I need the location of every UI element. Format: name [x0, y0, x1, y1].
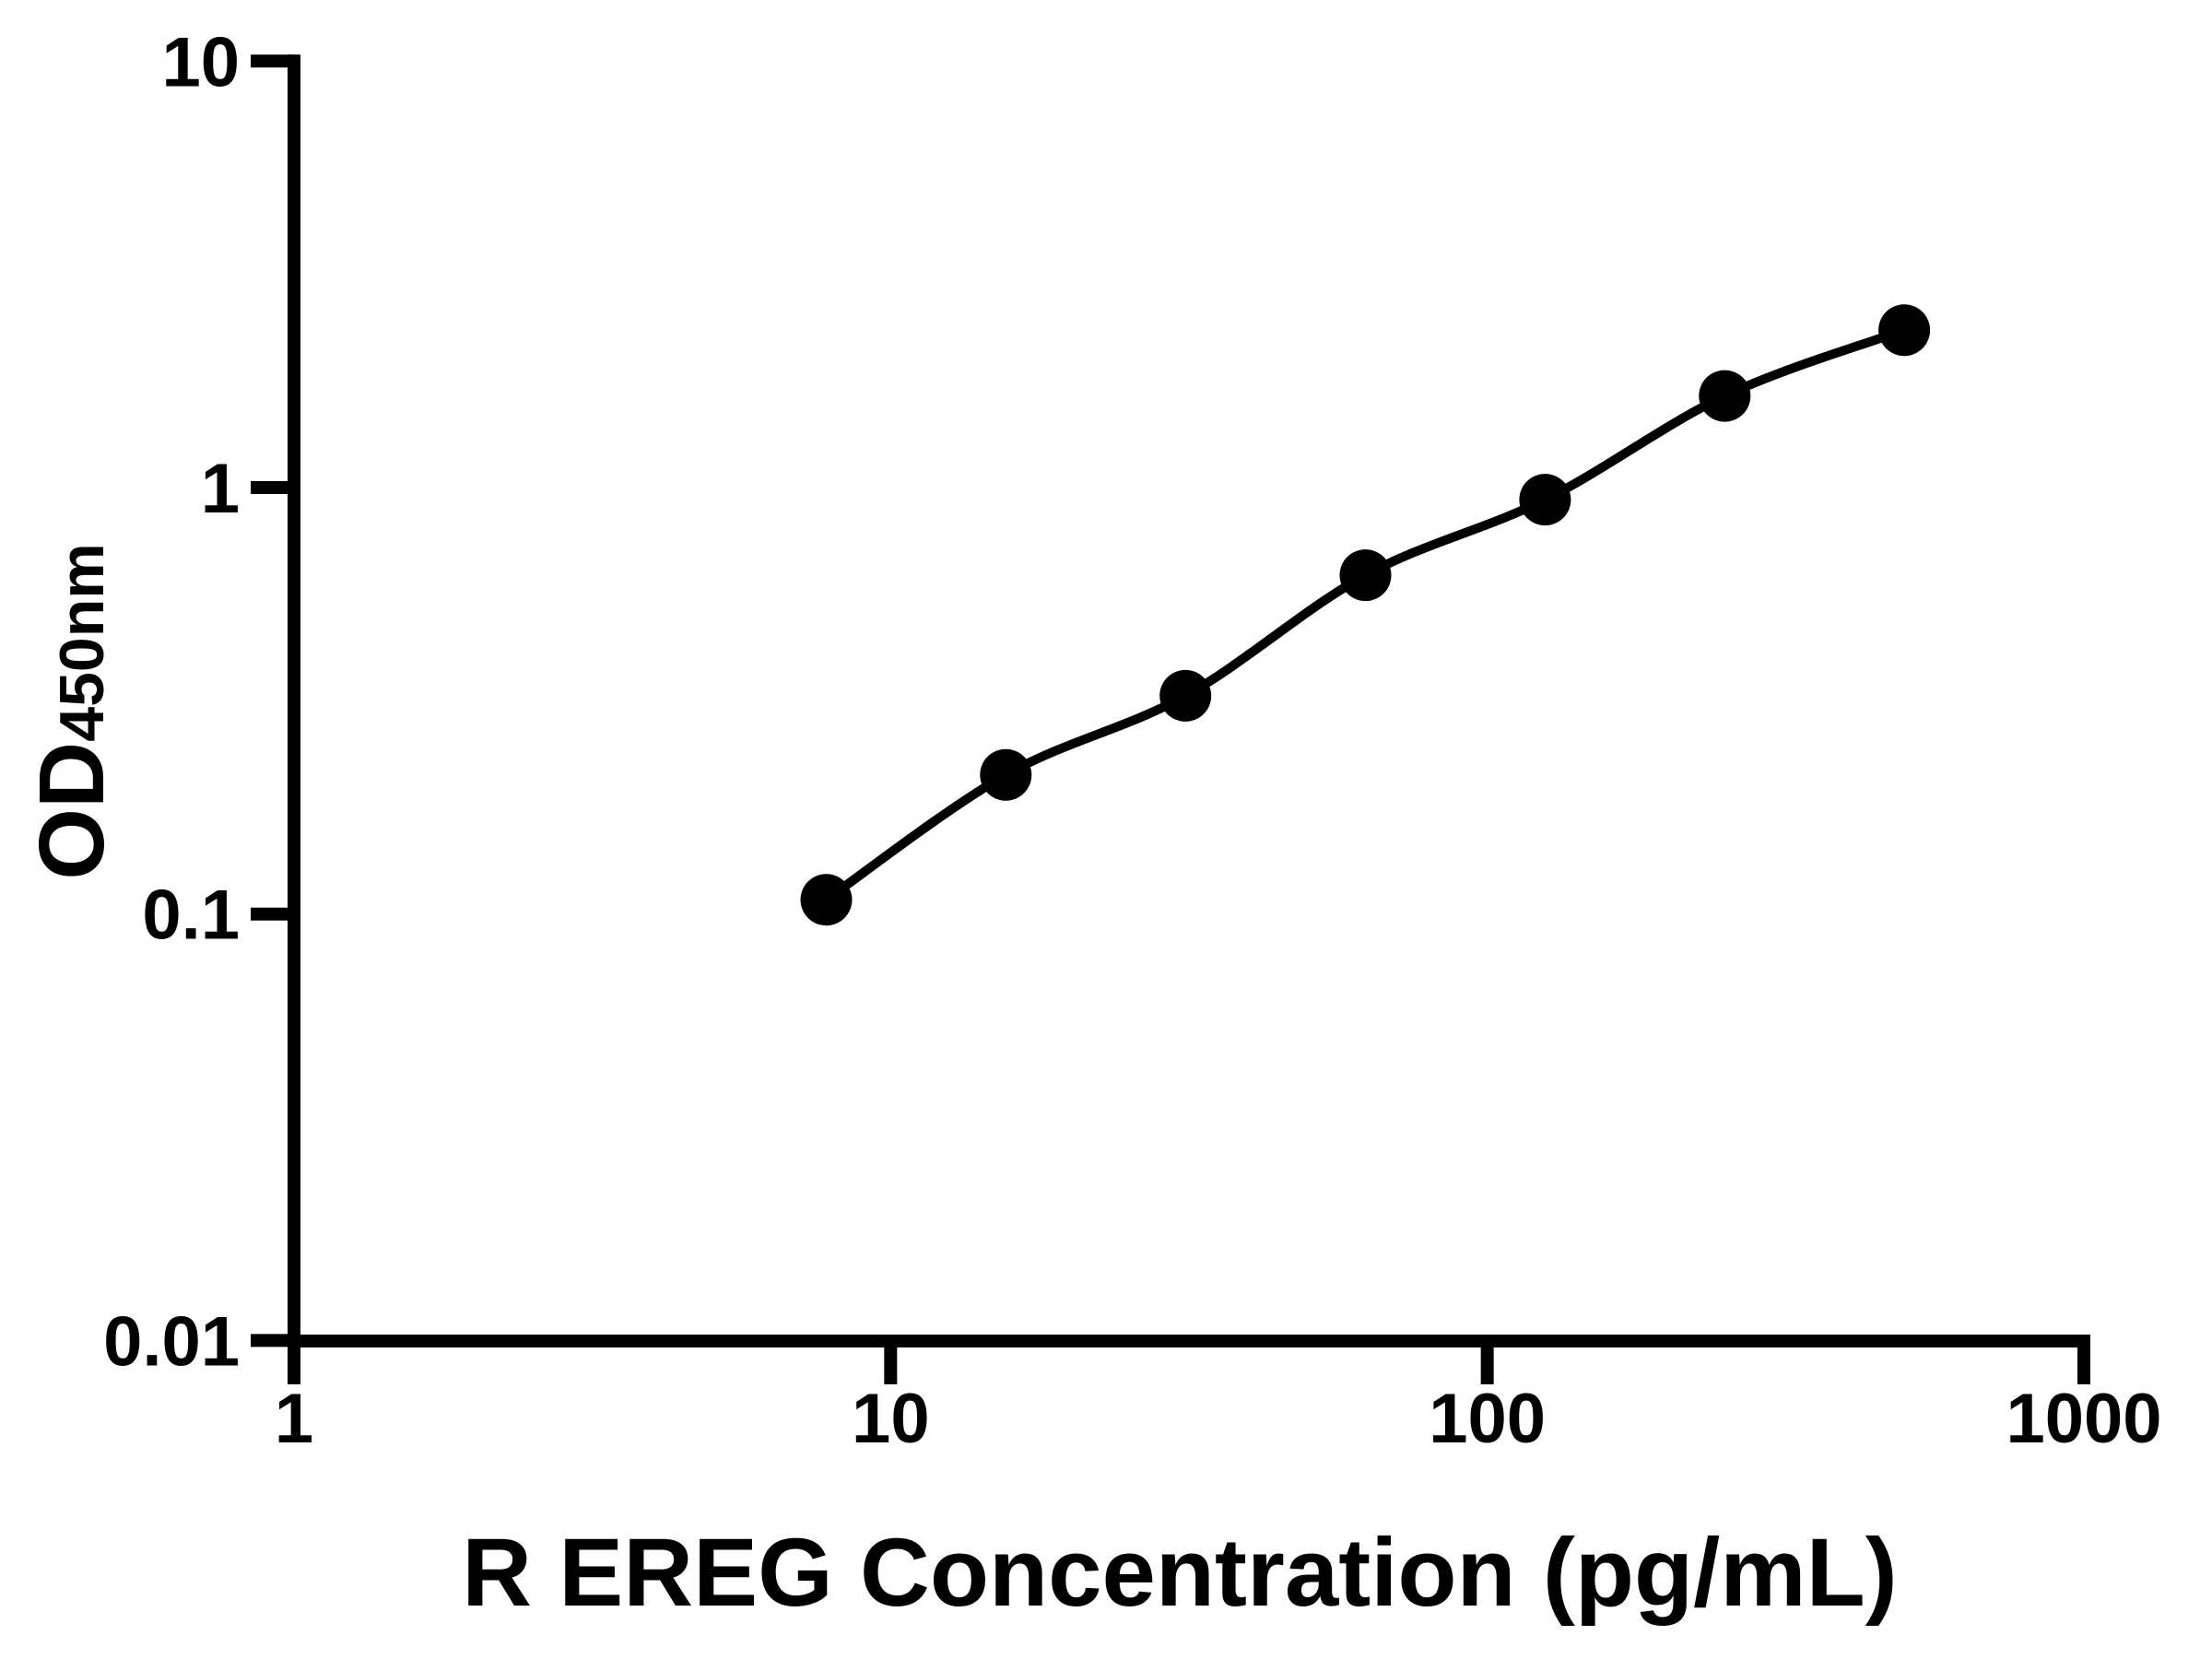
- y-axis-title-subscript: 450nm: [47, 543, 117, 741]
- data-point: [800, 874, 853, 926]
- data-point: [1159, 669, 1212, 722]
- data-point: [1878, 304, 1931, 357]
- y-axis-title: OD450nm: [20, 543, 124, 879]
- y-tick-label: 0.01: [103, 1302, 240, 1381]
- x-tick-label: 100: [1429, 1380, 1546, 1458]
- data-series: [800, 304, 1931, 926]
- fit-curve: [823, 325, 1906, 904]
- y-axis-title-main: OD: [20, 742, 124, 880]
- data-point: [1699, 370, 1751, 422]
- axes: 10 1 0.1 0.01 1 10 100 1000: [103, 23, 2161, 1458]
- x-axis-title: R EREG Concentration (pg/mL): [462, 1519, 1897, 1627]
- x-tick-label: 1000: [2006, 1380, 2161, 1458]
- data-point: [1519, 474, 1571, 526]
- data-point: [1339, 549, 1392, 602]
- y-tick-label: 0.1: [142, 877, 240, 955]
- x-tick-label: 1: [275, 1380, 313, 1458]
- data-point: [980, 748, 1032, 801]
- y-tick-label: 1: [201, 450, 240, 528]
- x-tick-label: 10: [852, 1380, 930, 1458]
- y-tick-label: 10: [161, 23, 240, 101]
